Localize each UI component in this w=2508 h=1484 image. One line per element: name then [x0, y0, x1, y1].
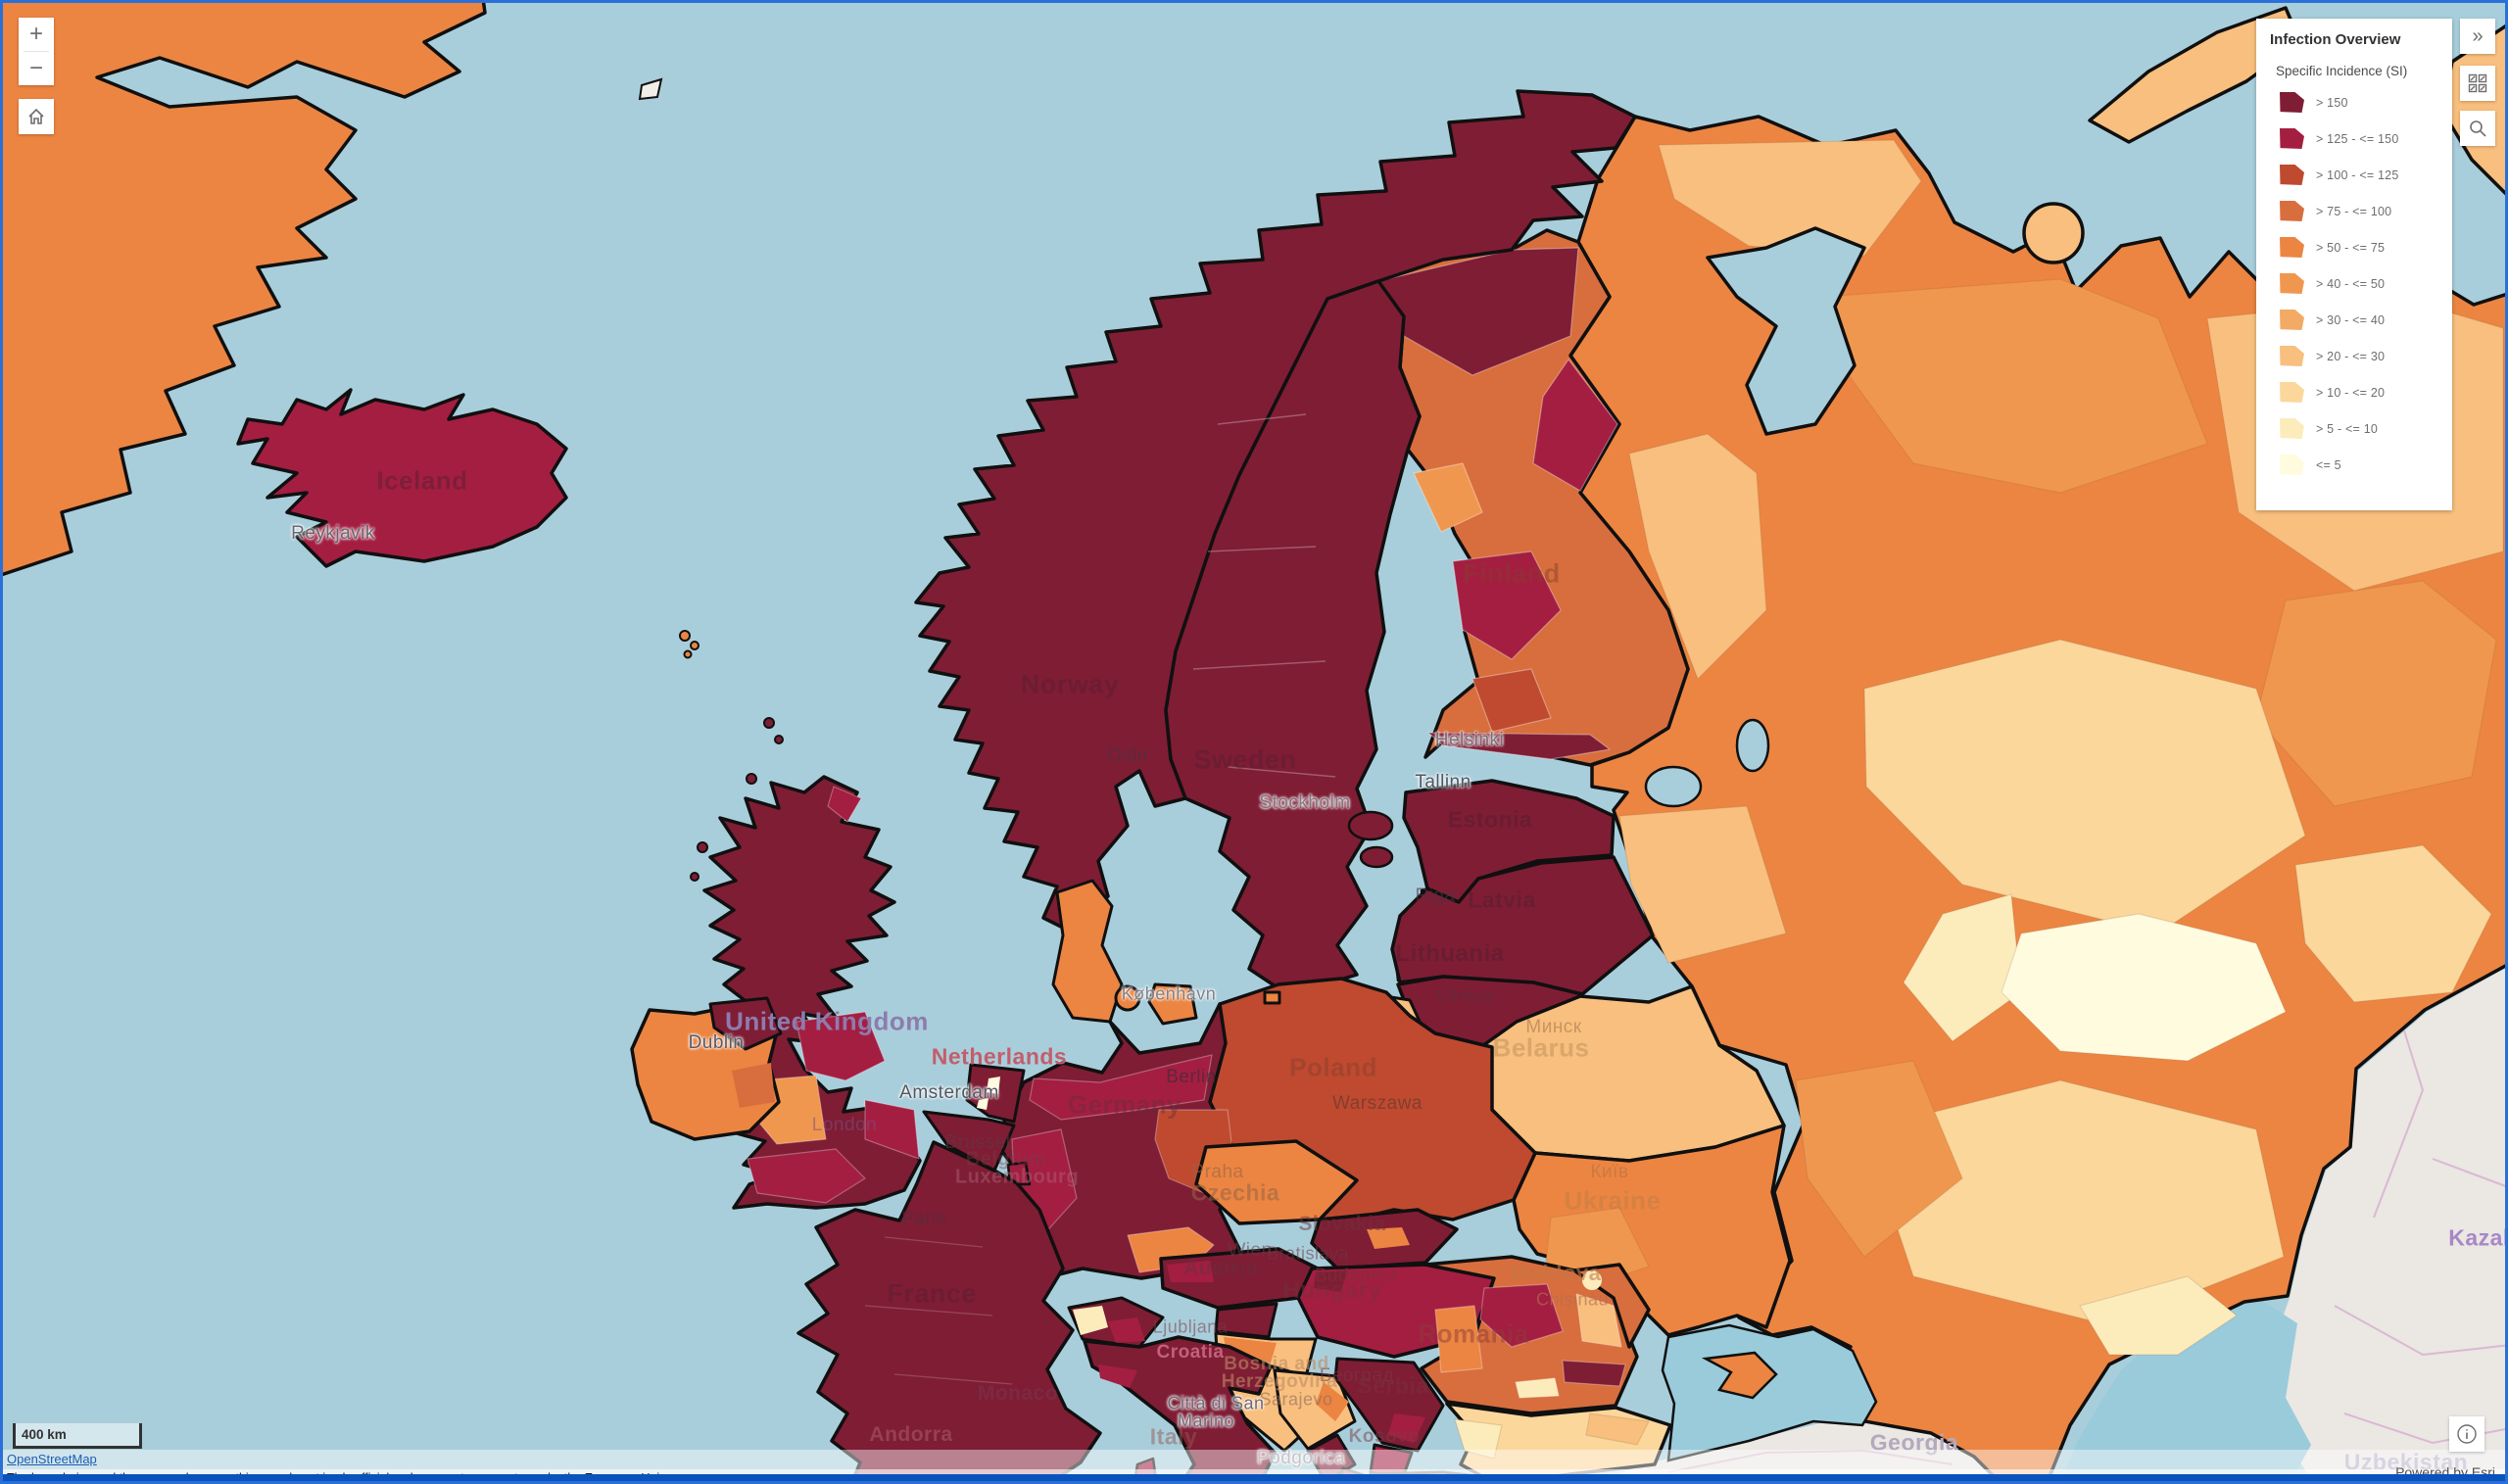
basemap-grid-icon	[2468, 73, 2487, 93]
legend-swatch	[2280, 455, 2304, 475]
legend-swatch	[2280, 201, 2304, 221]
legend-class-label: > 30 - <= 40	[2316, 312, 2386, 327]
white-sea	[1706, 226, 1866, 436]
north-macedonia-greece	[1369, 1470, 1519, 1481]
disclaimer-band: The boundaries and the names shown on th…	[3, 1469, 2505, 1484]
country-finland	[1347, 228, 1690, 767]
legend-swatch	[2280, 382, 2304, 403]
legend-class-row: > 5 - <= 10	[2280, 418, 2438, 439]
faroe-islands	[683, 649, 693, 659]
scale-bar: 400 km	[13, 1423, 142, 1449]
bornholm	[1263, 990, 1281, 1005]
legend-class-list: > 150 > 125 - <= 150 > 100 - <= 125 > 75 - …	[2270, 92, 2438, 475]
lake-ladoga	[1644, 765, 1703, 808]
legend-class-label: <= 5	[2316, 457, 2341, 472]
jan-mayen	[638, 77, 663, 101]
double-chevron-right-icon: »	[2472, 25, 2484, 47]
info-icon	[2457, 1424, 2477, 1444]
zoom-in-button[interactable]: +	[28, 21, 43, 47]
zoom-out-button[interactable]: −	[28, 55, 43, 81]
legend-panel: Infection Overview Specific Incidence (S…	[2256, 19, 2452, 510]
legend-swatch	[2280, 310, 2304, 330]
legend-class-label: > 40 - <= 50	[2316, 276, 2386, 291]
legend-class-row: > 10 - <= 20	[2280, 382, 2438, 403]
legend-class-row: > 75 - <= 100	[2280, 201, 2438, 221]
collapse-panel-button[interactable]: »	[2460, 19, 2495, 54]
country-denmark	[1051, 879, 1281, 1026]
basemap-gallery-button[interactable]	[2460, 66, 2495, 101]
search-icon	[2470, 120, 2486, 137]
legend-swatch	[2280, 418, 2304, 439]
scale-bar-label: 400 km	[22, 1427, 67, 1442]
legend-class-row: > 30 - <= 40	[2280, 310, 2438, 330]
country-iceland	[236, 388, 568, 568]
legend-title: Infection Overview	[2270, 31, 2401, 48]
country-bosnia	[1273, 1368, 1357, 1451]
legend-swatch	[2280, 92, 2304, 113]
legend-class-row: <= 5	[2280, 455, 2438, 475]
legend-class-label: > 150	[2316, 95, 2348, 110]
caspian-sea	[2060, 1298, 2311, 1481]
legend-class-label: > 125 - <= 150	[2316, 131, 2399, 146]
nodata-basemap-region	[1598, 964, 2505, 1481]
legend-class-row: > 20 - <= 30	[2280, 346, 2438, 366]
legend-swatch	[2280, 237, 2304, 258]
country-switzerland	[1067, 1296, 1165, 1349]
country-italy	[1083, 1335, 1277, 1481]
legend-swatch	[2280, 128, 2304, 149]
crimea	[1701, 1351, 1778, 1400]
country-france	[796, 1140, 1102, 1481]
choropleth-map-canvas[interactable]	[3, 3, 2508, 1484]
country-united-kingdom	[702, 775, 922, 1210]
legend-class-row: > 50 - <= 75	[2280, 237, 2438, 258]
lake-onega	[1735, 718, 1770, 773]
atlantic-islands	[638, 77, 699, 659]
kolguyev-island	[2022, 202, 2085, 264]
legend-class-label: > 75 - <= 100	[2316, 204, 2392, 218]
country-slovenia	[1214, 1302, 1278, 1339]
legend-class-row: > 40 - <= 50	[2280, 273, 2438, 294]
zoom-widget: + −	[19, 18, 54, 85]
legend-class-label: > 20 - <= 30	[2316, 349, 2386, 363]
attribution-info-button[interactable]	[2449, 1416, 2484, 1452]
attribution-band	[3, 1450, 2505, 1469]
country-ukraine	[1512, 1124, 1792, 1337]
legend-class-label: > 50 - <= 75	[2316, 240, 2386, 255]
legend-class-label: > 5 - <= 10	[2316, 421, 2379, 436]
country-belgium	[922, 1110, 1016, 1173]
home-button[interactable]	[19, 99, 54, 134]
openstreetmap-link[interactable]: OpenStreetMap	[7, 1452, 97, 1466]
northern-ireland	[708, 996, 783, 1051]
legend-class-row: > 125 - <= 150	[2280, 128, 2438, 149]
swiss-light-region	[1073, 1306, 1108, 1335]
legend-swatch	[2280, 165, 2304, 185]
legend-swatch	[2280, 273, 2304, 294]
country-germany	[992, 1002, 1241, 1280]
zoom-divider	[24, 51, 49, 52]
disclaimer-text: The boundaries and the names shown on th…	[7, 1471, 677, 1484]
home-icon	[28, 108, 44, 124]
legend-class-label: > 10 - <= 20	[2316, 385, 2386, 400]
search-button[interactable]	[2460, 111, 2495, 146]
country-moldova	[1572, 1263, 1651, 1349]
legend-class-row: > 100 - <= 125	[2280, 165, 2438, 185]
powered-by-esri: Powered by Esri	[2395, 1464, 2495, 1480]
greenland	[3, 3, 487, 577]
scottish-islands	[690, 717, 784, 882]
legend-subtitle: Specific Incidence (SI)	[2276, 64, 2408, 78]
benelux	[922, 1063, 1032, 1186]
legend-class-label: > 100 - <= 125	[2316, 168, 2399, 182]
legend-swatch	[2280, 346, 2304, 366]
legend-class-row: > 150	[2280, 92, 2438, 113]
